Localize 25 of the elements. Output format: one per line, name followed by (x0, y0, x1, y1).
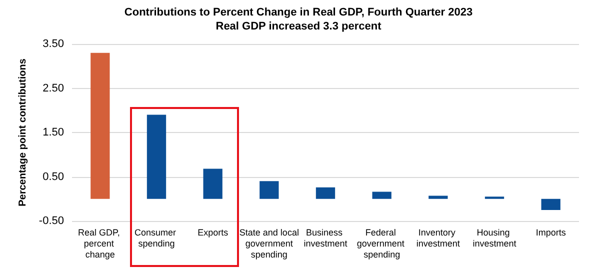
bar (428, 196, 448, 199)
x-tick-label: Exports (198, 228, 229, 238)
y-tick-label: 3.50 (42, 38, 64, 50)
x-tick-label: Federal government spending (356, 228, 407, 260)
bar (372, 192, 392, 199)
bar (90, 52, 110, 199)
bar (260, 181, 279, 199)
bar (316, 187, 336, 199)
y-tick-label: 1.50 (42, 126, 64, 138)
chart-subtitle: Real GDP increased 3.3 percent (216, 20, 382, 32)
x-tick-label: Imports (536, 228, 566, 238)
x-tick-label: Real GDP, percent change (78, 228, 122, 260)
bar (541, 198, 560, 210)
chart-title: Contributions to Percent Change in Real GDP, Fourth Quarter 2023 (124, 6, 473, 18)
x-tick-label: Consumer spending (134, 228, 179, 248)
x-tick-label: Housing investment (472, 228, 517, 248)
bar (203, 168, 222, 199)
y-tick-label: -0.50 (38, 215, 64, 227)
y-tick-label: 2.50 (42, 82, 64, 94)
y-tick-label: 0.50 (42, 170, 64, 183)
bar (146, 114, 166, 199)
x-tick-label: Business investment (304, 228, 348, 248)
y-axis-title: Percentage point contributions (18, 58, 28, 206)
x-tick-label: State and local government spending (239, 228, 299, 260)
x-tick-label: Inventory investment (416, 228, 460, 248)
